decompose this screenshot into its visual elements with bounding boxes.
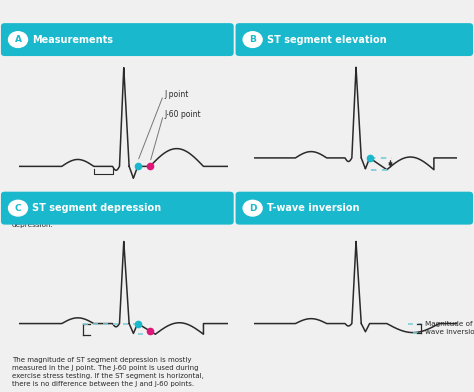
Text: Magnitude of T-
wave inversion: Magnitude of T- wave inversion <box>425 321 474 335</box>
Text: The magnitude of ST segment depression is mostly
measured in the J point. The J-: The magnitude of ST segment depression i… <box>12 357 204 387</box>
Text: J-60 point: J-60 point <box>164 109 201 118</box>
Text: D: D <box>249 204 256 212</box>
Text: T-wave inversion: T-wave inversion <box>267 203 359 213</box>
Text: B: B <box>249 35 256 44</box>
Text: The PR segment is the reference level for
measuring ST segment elevation and
dep: The PR segment is the reference level fo… <box>12 206 162 228</box>
Text: Measurements: Measurements <box>32 34 113 45</box>
Text: ST segment elevation: ST segment elevation <box>267 34 386 45</box>
Text: Magnitude of ST segment depression: Magnitude of ST segment depression <box>244 206 387 215</box>
Text: ST segment depression: ST segment depression <box>32 203 161 213</box>
Text: A: A <box>15 35 21 44</box>
Text: J point: J point <box>164 90 189 99</box>
Text: C: C <box>15 204 21 212</box>
